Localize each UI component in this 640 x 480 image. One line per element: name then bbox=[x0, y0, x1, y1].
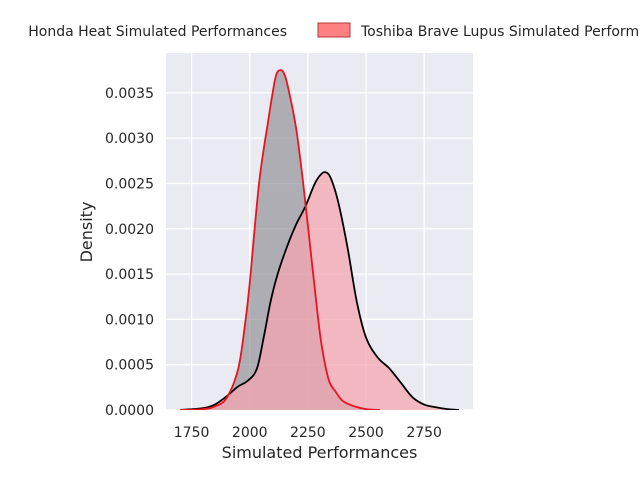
legend-label-honda: Honda Heat Simulated Performances bbox=[28, 24, 287, 40]
y-tick-label: 0.0015 bbox=[105, 267, 154, 283]
x-tick-label: 2000 bbox=[232, 425, 268, 441]
x-axis-ticks: 1750 2000 2250 2500 2750 bbox=[174, 425, 442, 441]
density-line-honda bbox=[179, 69, 381, 410]
y-tick-label: 0.0020 bbox=[105, 222, 154, 238]
y-tick-label: 0.0030 bbox=[105, 131, 154, 147]
legend-label-toshiba: Toshiba Brave Lupus Simulated Performanc… bbox=[360, 24, 640, 40]
y-tick-label: 0.0025 bbox=[105, 176, 154, 192]
density-line-toshiba bbox=[179, 171, 460, 410]
y-tick-label: 0.0005 bbox=[105, 358, 154, 374]
x-tick-label: 1750 bbox=[174, 425, 210, 441]
density-area-honda bbox=[179, 70, 380, 410]
x-axis-title: Simulated Performances bbox=[222, 443, 418, 462]
x-tick-label: 2750 bbox=[406, 425, 442, 441]
y-axis-ticks: 0.0000 0.0005 0.0010 0.0015 0.0020 0.0025 0.00… bbox=[105, 86, 154, 419]
legend-swatch-toshiba bbox=[317, 22, 351, 38]
y-tick-label: 0.0000 bbox=[105, 403, 154, 419]
density-areas bbox=[179, 69, 460, 410]
y-tick-label: 0.0010 bbox=[105, 312, 154, 328]
y-tick-label: 0.0035 bbox=[105, 86, 154, 102]
density-area-toshiba bbox=[179, 172, 460, 410]
legend: Honda Heat Simulated Performances Toshib… bbox=[28, 22, 640, 40]
x-tick-label: 2250 bbox=[290, 425, 326, 441]
y-axis-title: Density bbox=[77, 202, 96, 263]
x-tick-label: 2500 bbox=[348, 425, 384, 441]
